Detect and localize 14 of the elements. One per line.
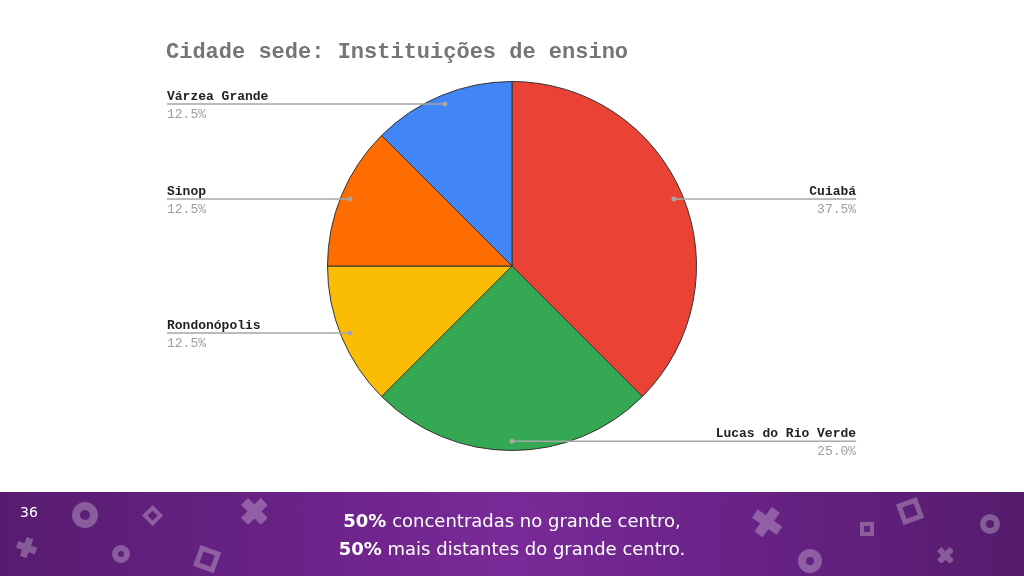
chart-title: Cidade sede: Instituições de ensino <box>166 40 629 66</box>
text: 36 <box>20 504 38 520</box>
data-label: 12.5% <box>166 201 207 217</box>
data-label: 12.5% <box>166 107 207 122</box>
data-label: 12.5% <box>166 336 207 352</box>
slice-label: Lucas do Rio Verde <box>715 426 857 442</box>
slice-label: Cuiabá <box>809 183 857 199</box>
slice-label: Sinop <box>166 183 207 199</box>
text: 50% concentradas no grande centro, <box>343 510 681 531</box>
data-label: 37.5% <box>817 201 857 217</box>
slice-label: Várzea Grande <box>166 89 269 105</box>
data-label: 25.0% <box>817 444 857 460</box>
slice-label: Rondonópolis <box>166 318 261 334</box>
text: 50% mais distantes do grande centro. <box>338 538 686 559</box>
